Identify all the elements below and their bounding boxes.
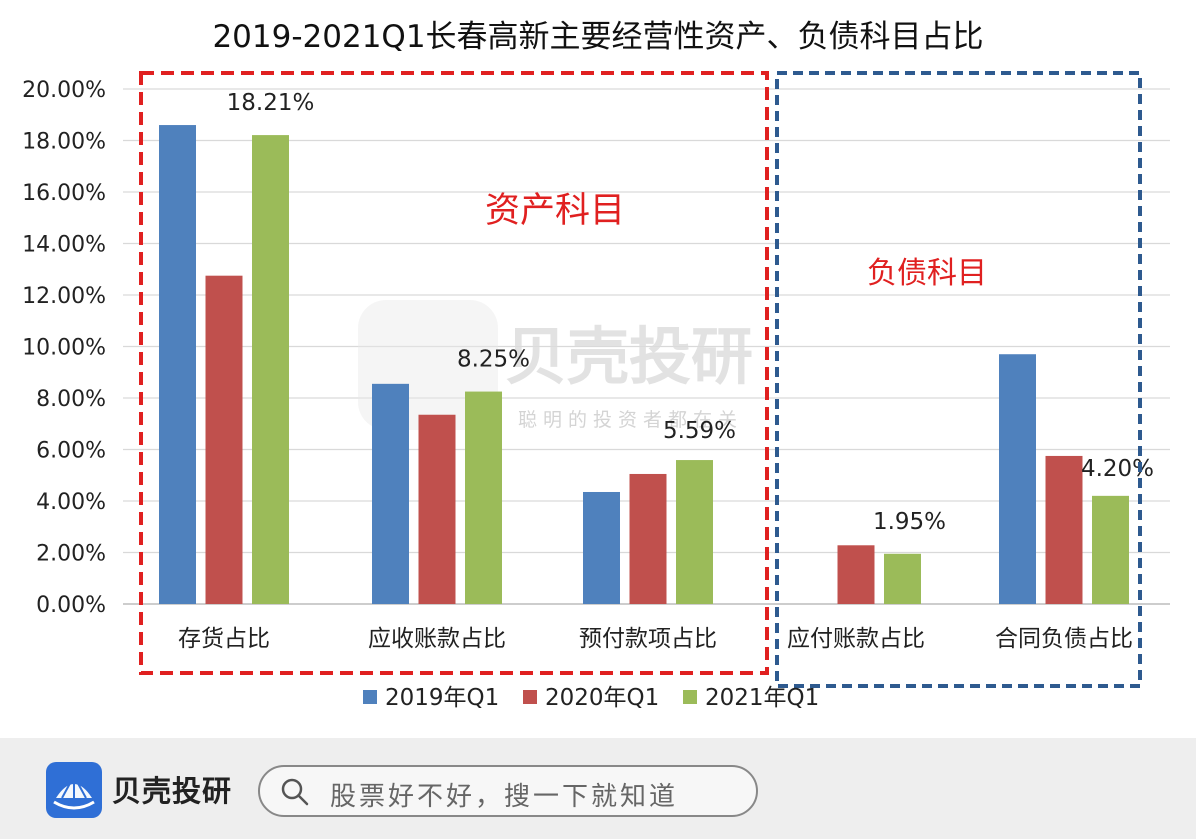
bar: [837, 545, 875, 604]
bar: [1092, 495, 1129, 604]
y-tick-label: 2.00%: [36, 542, 106, 567]
y-tick-label: 10.00%: [22, 336, 106, 361]
watermark-text: 贝壳投研: [505, 320, 753, 393]
bar: [999, 354, 1036, 604]
bar: [159, 125, 196, 605]
chart-title: 2019-2021Q1长春高新主要经营性资产、负债科目占比: [212, 19, 983, 55]
category-label: 存货占比: [178, 626, 270, 652]
search-icon: [281, 778, 309, 806]
watermark-slogan: 聪明的投资者都在关: [518, 409, 743, 431]
data-label: 5.59%: [663, 418, 736, 444]
category-label: 合同负债占比: [995, 626, 1133, 652]
category-label: 应付账款占比: [787, 626, 925, 652]
y-tick-label: 14.00%: [22, 233, 106, 258]
legend-label: 2020年Q1: [545, 685, 659, 711]
bar: [372, 383, 409, 604]
bar: [465, 391, 502, 604]
category-label: 预付款项占比: [579, 626, 717, 652]
bar: [884, 553, 921, 604]
y-tick-label: 18.00%: [22, 130, 106, 155]
y-tick-label: 0.00%: [36, 593, 106, 618]
y-tick-label: 6.00%: [36, 439, 106, 464]
bar: [629, 473, 667, 604]
legend-label: 2019年Q1: [385, 685, 499, 711]
group-box: [775, 71, 1142, 688]
y-tick-label: 20.00%: [22, 78, 106, 103]
group-label: 负债科目: [867, 256, 987, 291]
legend-swatch: [683, 690, 697, 704]
data-label: 1.95%: [873, 509, 946, 535]
shell-icon: [53, 773, 95, 810]
search-placeholder: 股票好不好，搜一下就知道: [330, 782, 679, 812]
brand-name: 贝壳投研: [112, 774, 233, 808]
group-label: 资产科目: [485, 191, 625, 231]
bar: [418, 414, 456, 604]
y-tick-label: 16.00%: [22, 181, 106, 206]
y-tick-label: 8.00%: [36, 387, 106, 412]
legend-swatch: [523, 690, 537, 704]
legend-swatch: [363, 690, 377, 704]
bar-chart: 2019-2021Q1长春高新主要经营性资产、负债科目占比 0.00% 2.00% 4…: [22, 19, 1170, 711]
bar: [583, 491, 620, 604]
category-label: 应收账款占比: [368, 626, 506, 652]
search-box[interactable]: 股票好不好，搜一下就知道: [258, 765, 758, 817]
legend-label: 2021年Q1: [705, 685, 819, 711]
bar: [676, 460, 713, 604]
data-label: 4.20%: [1081, 456, 1154, 482]
data-label: 8.25%: [457, 347, 530, 373]
group-box: [139, 71, 769, 675]
footer-bar: 贝壳投研 股票好不好，搜一下就知道: [0, 738, 1196, 839]
data-label: 18.21%: [227, 90, 315, 116]
y-tick-label: 12.00%: [22, 284, 106, 309]
bar: [1045, 455, 1083, 604]
bar: [252, 135, 289, 604]
bar: [205, 275, 243, 604]
app-logo[interactable]: [46, 762, 102, 818]
y-tick-label: 4.00%: [36, 490, 106, 515]
